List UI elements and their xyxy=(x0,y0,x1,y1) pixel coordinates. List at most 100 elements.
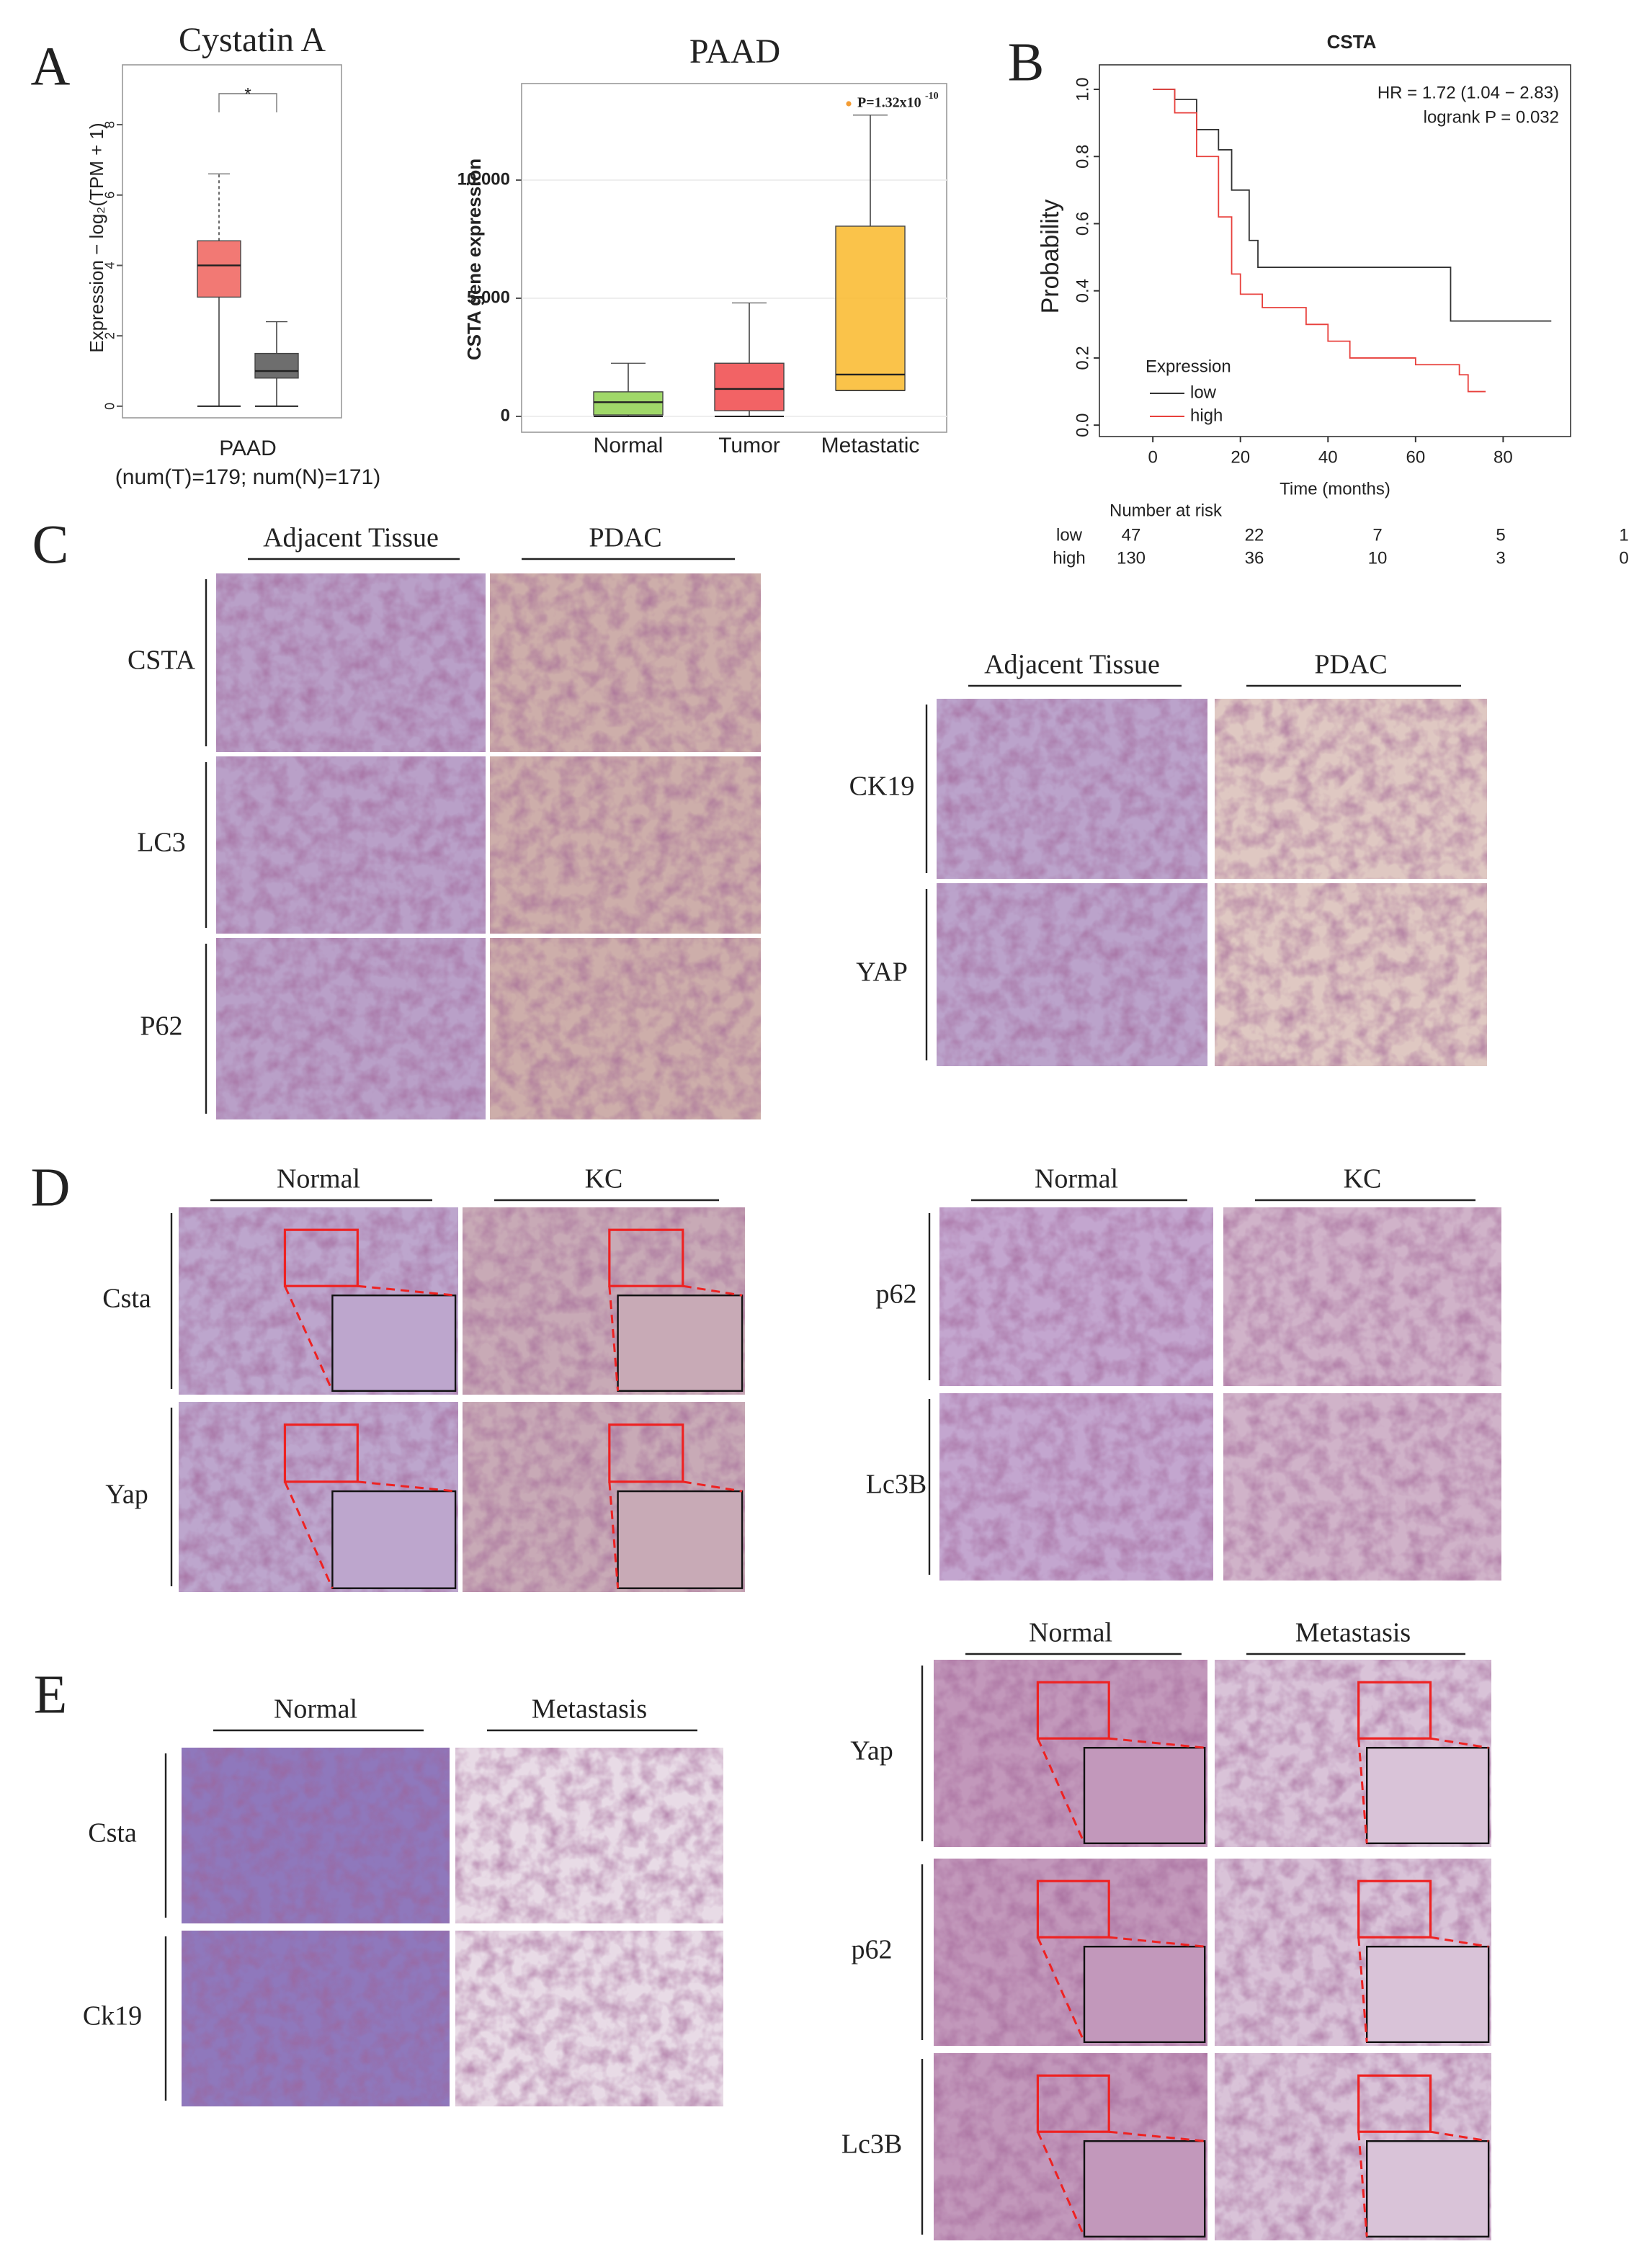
zoom-box xyxy=(1357,1879,1432,1939)
x-tick-label: 0 xyxy=(1148,447,1157,467)
x-tick-label: Metastatic xyxy=(821,434,920,457)
zoom-line xyxy=(357,1284,456,1297)
tissue-texture xyxy=(490,756,761,934)
zoom-line xyxy=(1109,1737,1205,1749)
risk-value: 3 xyxy=(1496,548,1505,568)
y-tick-label: 0.2 xyxy=(1073,346,1092,370)
inset-image xyxy=(1365,1746,1490,1844)
row-label: Yap xyxy=(105,1480,148,1510)
column-header: Normal xyxy=(1035,1164,1118,1194)
inset-image xyxy=(617,1490,744,1589)
tissue-texture xyxy=(490,938,761,1119)
significance: * xyxy=(244,84,251,104)
row-label: CK19 xyxy=(849,772,915,802)
inset-image xyxy=(1083,2140,1206,2238)
zoom-line xyxy=(1037,2131,1086,2238)
zoom-line xyxy=(1430,2130,1489,2142)
zoom-line xyxy=(682,1480,743,1493)
risk-value: 7 xyxy=(1372,525,1382,545)
zoom-line xyxy=(284,1285,334,1392)
zoom-line xyxy=(1430,1936,1489,1948)
row-label: Lc3B xyxy=(866,1470,927,1500)
tissue-texture xyxy=(1215,699,1487,879)
row-label: Lc3B xyxy=(841,2129,902,2160)
risk-value: 10 xyxy=(1368,548,1388,568)
row-label: p62 xyxy=(876,1279,917,1310)
column-header: KC xyxy=(1344,1164,1382,1194)
row-label: YAP xyxy=(856,957,908,988)
risk-value: 22 xyxy=(1245,525,1264,545)
zoom-box xyxy=(1357,1681,1432,1740)
chart-title: Cystatin A xyxy=(179,21,326,59)
risk-value: 130 xyxy=(1117,548,1146,568)
survival-curve xyxy=(1153,89,1486,393)
panel-letter: A xyxy=(31,36,71,97)
x-tick-label: 20 xyxy=(1231,447,1250,467)
y-tick-label: 0 xyxy=(501,406,510,425)
chart-title: CSTA xyxy=(1327,31,1377,53)
panel-letter: D xyxy=(31,1157,71,1217)
plot-frame xyxy=(1099,64,1571,437)
plot-frame xyxy=(122,64,342,419)
tissue-texture xyxy=(1215,883,1487,1066)
y-tick-label: 4 xyxy=(103,261,117,269)
zoom-box xyxy=(1357,2074,1432,2133)
column-header: KC xyxy=(585,1164,623,1194)
risk-value: 47 xyxy=(1122,525,1141,545)
legend-label: high xyxy=(1190,406,1223,425)
x-tick-label: Normal xyxy=(594,434,664,457)
risk-row-label: low xyxy=(1056,525,1083,545)
row-label: Ck19 xyxy=(83,2001,142,2031)
box xyxy=(835,225,906,391)
inset-image xyxy=(1365,2140,1490,2238)
y-tick-label: 0.6 xyxy=(1073,212,1092,236)
y-tick-label: 0 xyxy=(103,403,117,410)
risk-value: 0 xyxy=(1619,548,1628,568)
zoom-box xyxy=(283,1228,359,1287)
zoom-line xyxy=(608,1481,620,1588)
tissue-texture xyxy=(939,1393,1213,1581)
y-tick-label: 2 xyxy=(103,332,117,339)
tissue-texture xyxy=(455,1748,723,1923)
zoom-line xyxy=(608,1286,620,1391)
y-tick-label: 6 xyxy=(103,192,117,199)
panel-letter: E xyxy=(34,1664,67,1725)
panel-letter: B xyxy=(1008,32,1045,92)
category-note: (num(T)=179; num(N)=171) xyxy=(115,465,380,489)
risk-value: 36 xyxy=(1245,548,1264,568)
tissue-texture xyxy=(182,1748,450,1923)
zoom-line xyxy=(1357,1738,1368,1843)
inset-image xyxy=(617,1294,744,1392)
box xyxy=(593,391,664,416)
row-label: Csta xyxy=(102,1284,151,1314)
tissue-texture xyxy=(1223,1393,1501,1581)
tissue-texture xyxy=(937,883,1207,1066)
zoom-line xyxy=(1357,1937,1368,2042)
y-tick-label: 10.000 xyxy=(457,169,510,189)
row-label: Yap xyxy=(850,1736,893,1766)
row-label: P62 xyxy=(140,1011,182,1042)
column-header: Normal xyxy=(277,1164,360,1194)
y-tick-label: 0.0 xyxy=(1073,413,1092,437)
column-header: Metastasis xyxy=(1295,1618,1411,1648)
x-tick-label: 40 xyxy=(1318,447,1338,467)
zoom-line xyxy=(1037,1738,1086,1844)
zoom-line xyxy=(1109,2130,1205,2142)
tissue-texture xyxy=(216,938,486,1119)
inset-image xyxy=(1365,1945,1490,2043)
tissue-texture xyxy=(1223,1207,1501,1386)
annotation-sup: -10 xyxy=(925,91,939,102)
y-tick-label: 0.8 xyxy=(1073,145,1092,169)
zoom-box xyxy=(283,1423,359,1483)
row-label: p62 xyxy=(852,1935,893,1965)
column-header: PDAC xyxy=(1314,650,1387,680)
y-axis-label: Probability xyxy=(1037,200,1064,314)
tissue-texture xyxy=(937,699,1207,879)
box xyxy=(197,240,241,298)
column-header: Metastasis xyxy=(532,1694,647,1725)
zoom-box xyxy=(1036,1879,1110,1939)
plot-frame xyxy=(521,83,947,433)
risk-value: 1 xyxy=(1619,525,1628,545)
